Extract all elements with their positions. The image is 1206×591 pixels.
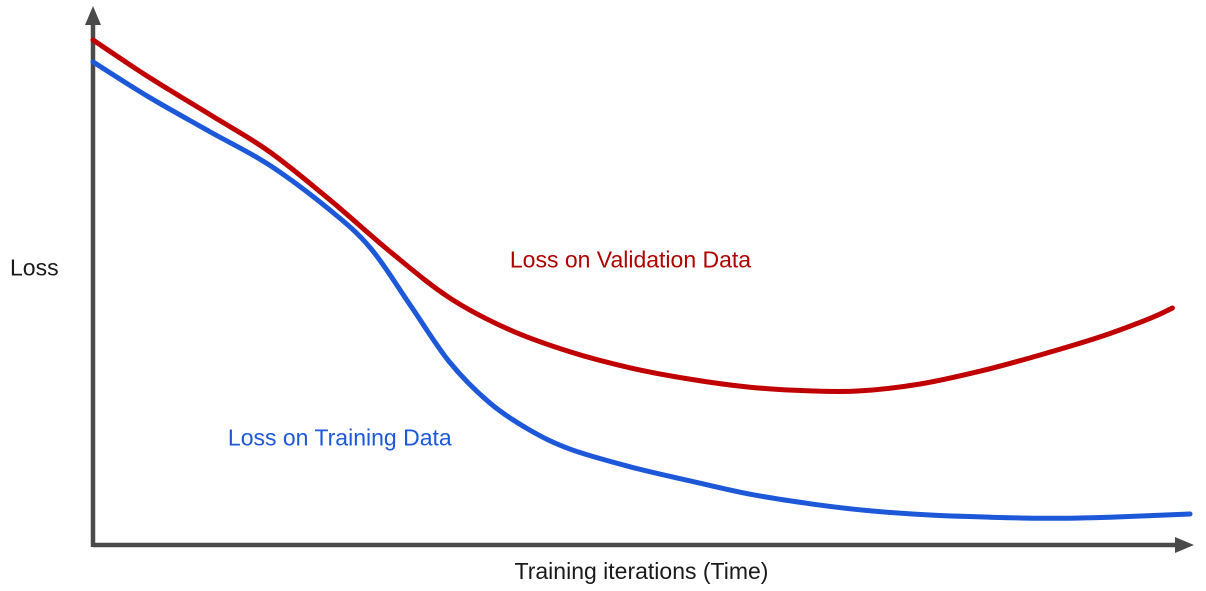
validation-loss-curve-label: Loss on Validation Data <box>509 246 752 273</box>
training-loss-curve-label: Loss on Training Data <box>227 424 452 451</box>
x-axis-arrow-icon <box>1175 537 1194 553</box>
y-axis-arrow-icon <box>85 6 101 25</box>
series-line-loss-on-validation-data <box>90 37 1175 395</box>
y-axis-label: Loss <box>10 254 59 281</box>
series-line-loss-on-training-data <box>90 59 1193 521</box>
x-axis-label: Training iterations (Time) <box>514 558 769 584</box>
